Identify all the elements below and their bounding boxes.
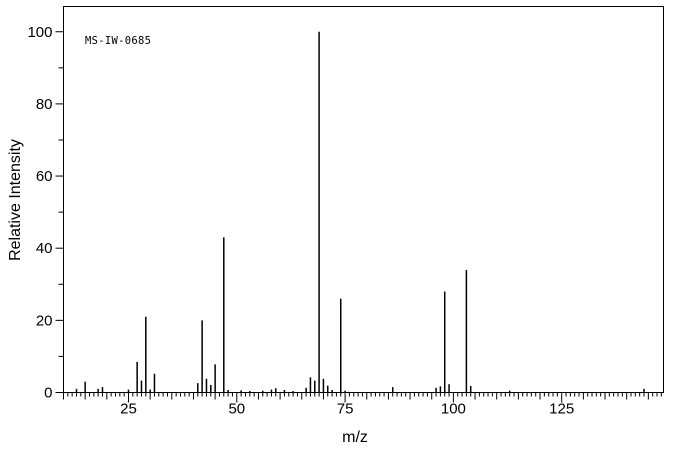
y-tick-label: 40 [36,240,53,257]
y-tick-label: 100 [27,24,52,41]
y-axis-title: Relative Intensity [7,139,24,261]
y-tick-label: 60 [36,168,53,185]
x-tick-label: 100 [441,401,466,418]
y-axis-ticks [55,31,64,393]
x-tick-label: 50 [228,401,245,418]
plot-frame [63,6,664,393]
y-tick-label: 20 [36,312,53,329]
x-axis-title: m/z [342,429,368,446]
spectrum-id-label: MS-IW-0685 [85,35,151,47]
y-axis-tick-labels: 0 20 40 60 80 100 [27,24,52,402]
x-tick-label: 125 [549,401,574,418]
y-tick-label: 0 [44,385,52,402]
x-tick-label: 75 [337,401,354,418]
x-tick-label: 25 [120,401,137,418]
y-tick-label: 80 [36,96,53,113]
x-axis-ticks [63,392,662,403]
x-axis-tick-labels: 25 50 75 100 125 [120,401,574,418]
spectrum-peaks [75,31,645,393]
